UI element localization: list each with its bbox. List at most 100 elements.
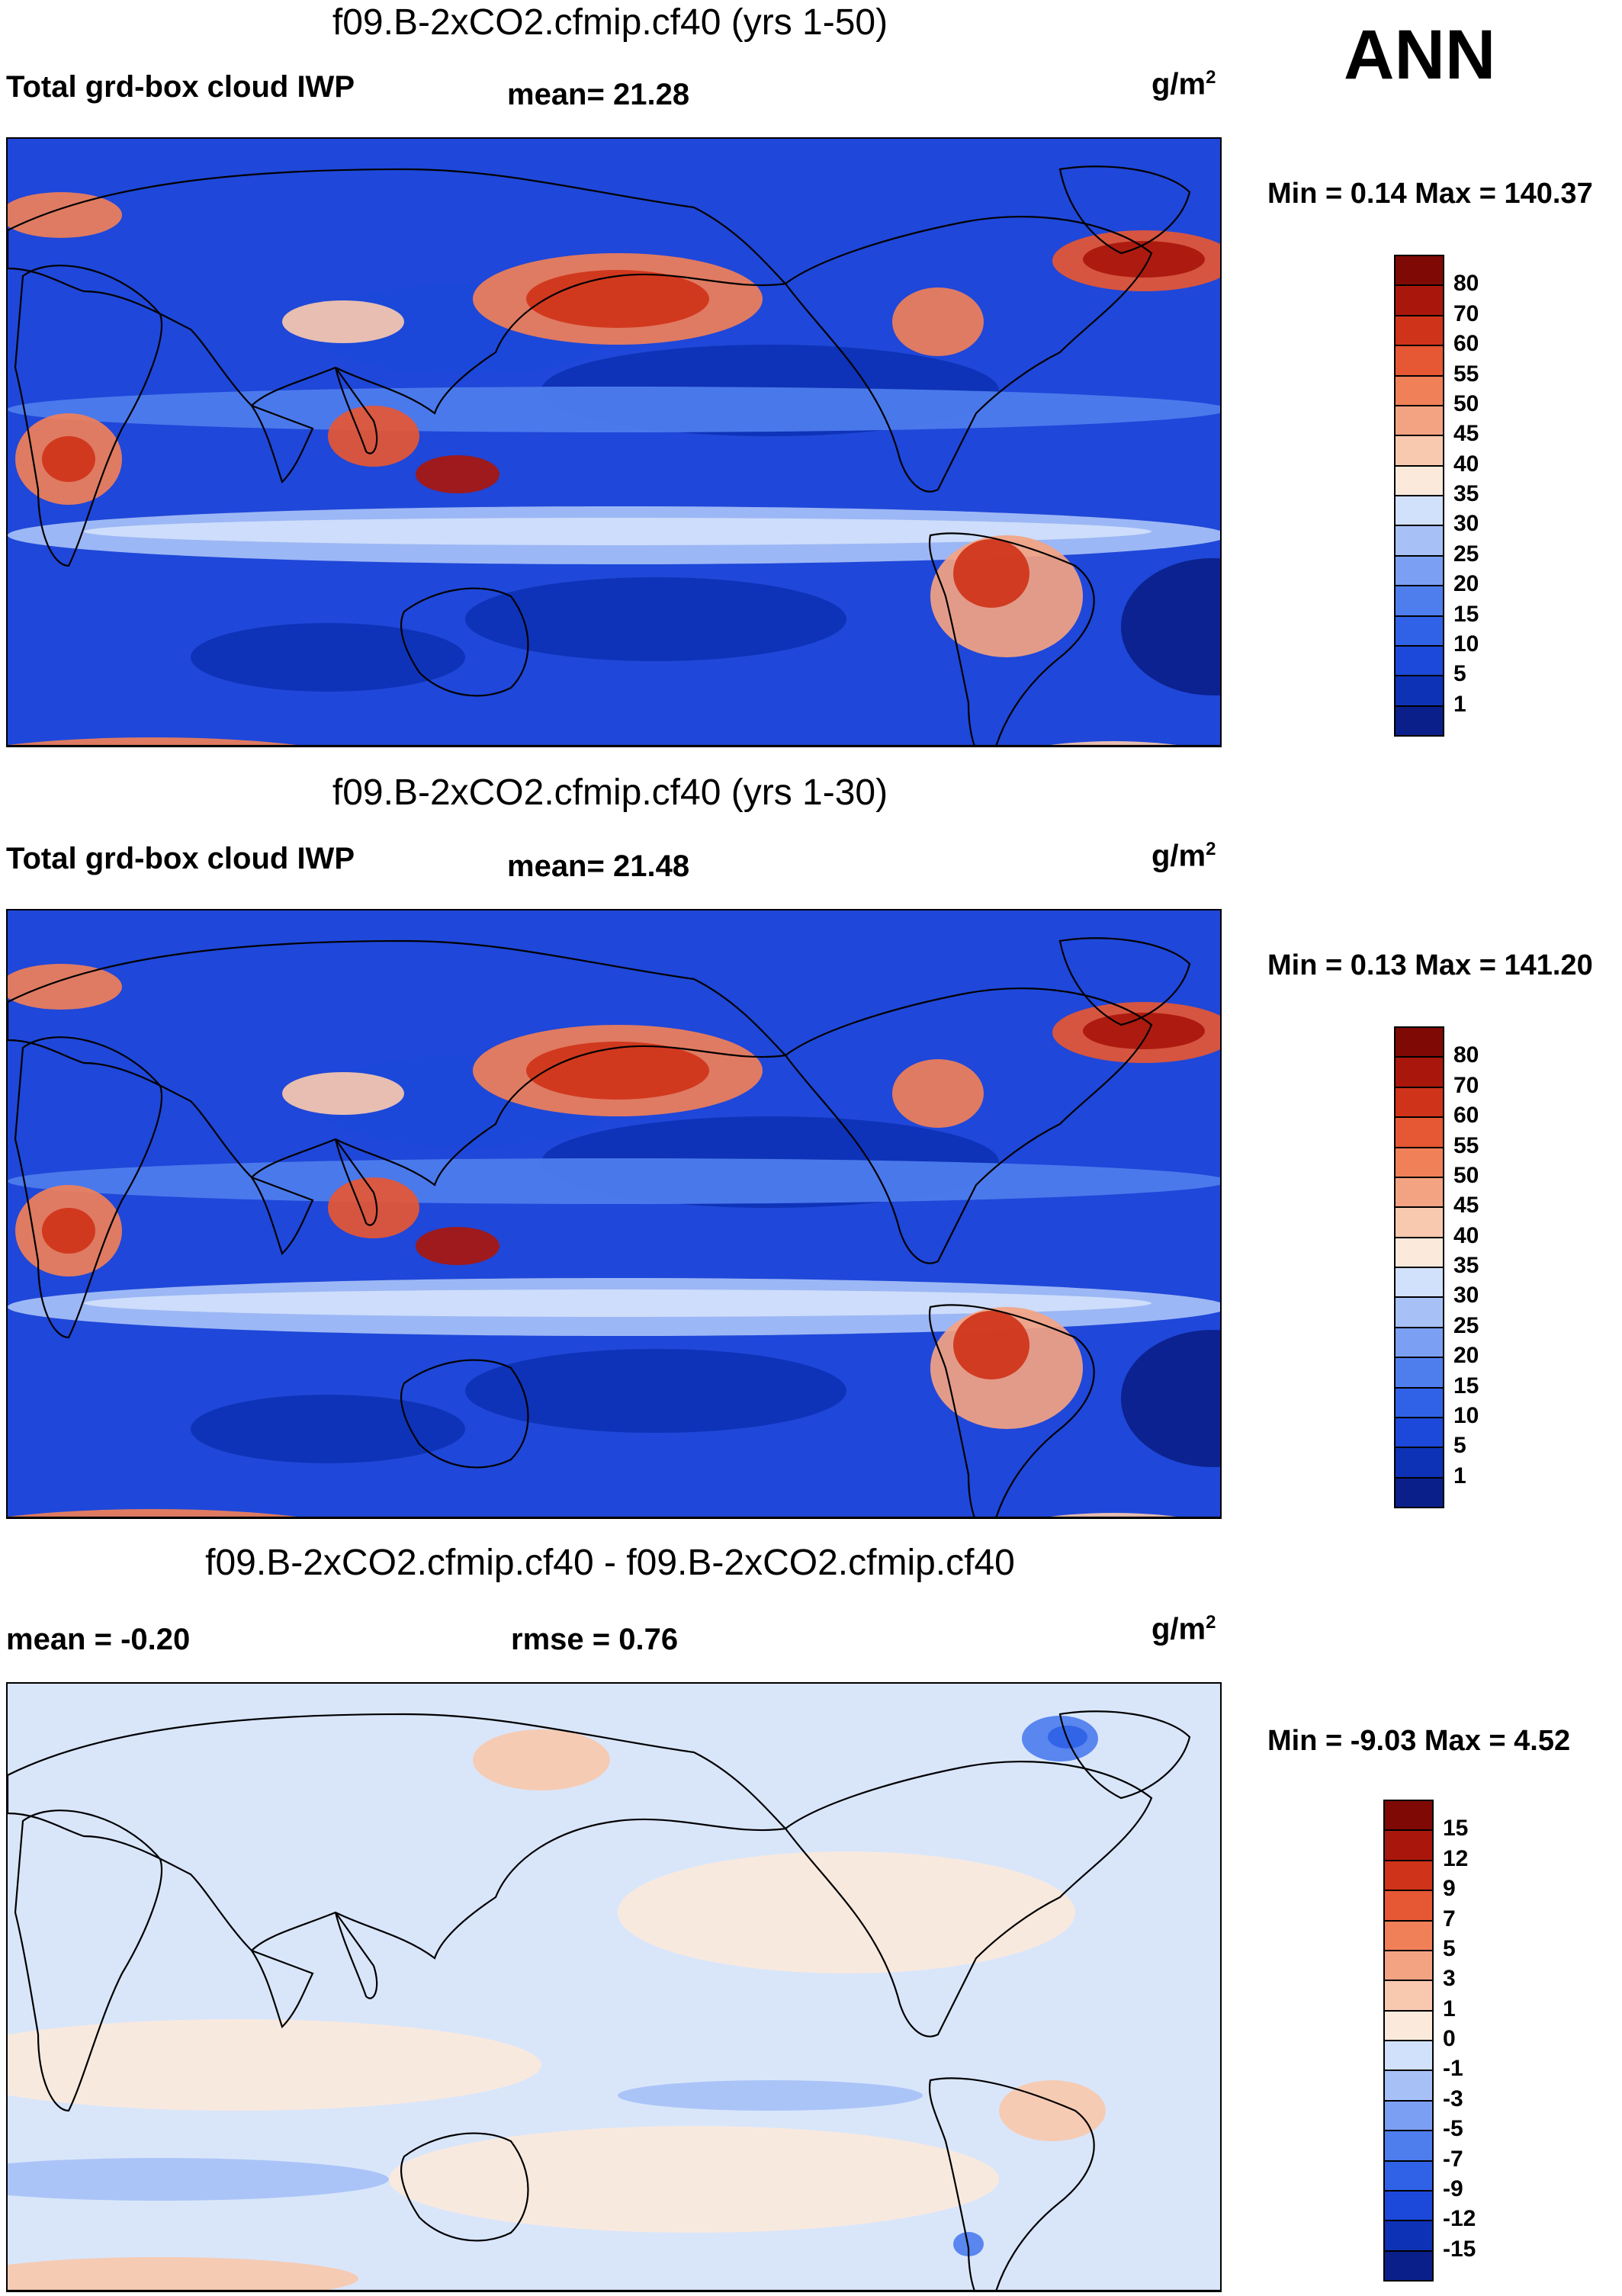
colorbar-tick-label: 40 (1453, 451, 1479, 477)
colorbar-box (1383, 1980, 1434, 2012)
colorbar-box (1394, 404, 1444, 437)
colorbar-box (1394, 1267, 1444, 1299)
panel2-title: f09.B-2xCO2.cfmip.cf40 (yrs 1-30) (332, 772, 888, 813)
field-contour (999, 2080, 1106, 2141)
field-contour (618, 2080, 923, 2111)
colorbar-box (1394, 1476, 1444, 1508)
field-contour (1121, 558, 1220, 695)
colorbar-box (1394, 1236, 1444, 1268)
panel1-units: g/m2 (1151, 67, 1216, 101)
colorbar-box (1383, 1800, 1434, 1832)
field-contour (328, 406, 419, 467)
colorbar-box (1394, 525, 1444, 557)
field-contour (8, 964, 122, 1010)
field-contour (328, 1177, 419, 1238)
field-contour (526, 1042, 709, 1100)
colorbar-box (1394, 495, 1444, 527)
panel1-variable-label: Total grd-box cloud IWP (6, 70, 355, 104)
field-contour (416, 455, 499, 493)
colorbar-tick-label: 10 (1453, 631, 1479, 657)
panel2-colorbar: 80 70 60 55 50 45 40 35 30 25 20 15 10 5 1 (1394, 1026, 1501, 1508)
colorbar-tick-label: 25 (1453, 541, 1479, 567)
coastline (14, 265, 163, 567)
colorbar-tick-label: 45 (1453, 1193, 1479, 1219)
colorbar-box (1394, 554, 1444, 587)
panel3-map (6, 1682, 1222, 2292)
field-contour (953, 539, 1029, 608)
colorbar-tick-label: 40 (1453, 1222, 1479, 1248)
colorbar-box (1383, 2040, 1434, 2072)
colorbar-box (1394, 1296, 1444, 1328)
colorbar-box (1394, 1146, 1444, 1178)
field-contour (465, 1349, 846, 1433)
colorbar-tick-label: 35 (1453, 1253, 1479, 1278)
colorbar-box (1394, 284, 1444, 316)
colorbar-box (1394, 615, 1444, 647)
field-contour (282, 1072, 404, 1115)
colorbar-tick-label: 1 (1443, 1996, 1456, 2021)
coastline (928, 1304, 1095, 1517)
panel2-minmax: Min = 0.13 Max = 141.20 (1267, 949, 1593, 981)
panel2-map (6, 909, 1222, 1519)
colorbar-box (1383, 1859, 1434, 1892)
map-field-svg (8, 165, 1220, 746)
coastline (249, 1175, 314, 1256)
colorbar-box (1394, 1026, 1444, 1058)
colorbar-box (1383, 2249, 1434, 2282)
field-contour (8, 2019, 541, 2111)
colorbar-box (1394, 705, 1444, 737)
coastline (784, 1761, 1153, 2037)
panel1-minmax: Min = 0.14 Max = 140.37 (1267, 178, 1593, 210)
colorbar-box (1383, 1829, 1434, 1861)
field-contour (1048, 1726, 1087, 1748)
coastline (14, 1810, 163, 2112)
colorbar-tick-label: -3 (1443, 2086, 1463, 2111)
colorbar-box (1394, 1116, 1444, 1148)
coastline (249, 403, 314, 484)
field-contour (416, 1227, 499, 1265)
colorbar-tick-label: 9 (1443, 1876, 1456, 1902)
field-contour (1045, 1513, 1182, 1517)
colorbar-tick-label: 35 (1453, 481, 1479, 506)
colorbar-tick-label: 20 (1453, 1343, 1479, 1369)
field-contour (191, 623, 465, 692)
colorbar-box (1394, 1447, 1444, 1479)
panel3-rmse-label: rmse = 0.76 (511, 1623, 679, 1656)
colorbar-box (1383, 2130, 1434, 2162)
colorbar-tick-label: 3 (1443, 1966, 1456, 1992)
coastline (928, 532, 1095, 746)
coastline (400, 587, 529, 697)
colorbar-box (1383, 2160, 1434, 2192)
coastline (334, 367, 378, 454)
coastline (784, 216, 1153, 493)
field-contour (8, 1509, 304, 1517)
field-contour (282, 300, 404, 343)
field-contour (618, 1851, 1075, 1973)
field-contour (465, 577, 846, 661)
colorbar-tick-label: 60 (1453, 331, 1479, 357)
coastline (400, 1359, 529, 1469)
panel1-mean-label: mean= 21.28 (507, 78, 690, 111)
coastline (8, 168, 788, 415)
colorbar-box (1394, 464, 1444, 496)
field-contour (1083, 1013, 1205, 1049)
map-field-svg (8, 1710, 1220, 2291)
colorbar-tick-label: -5 (1443, 2116, 1463, 2142)
colorbar-box (1383, 2189, 1434, 2222)
colorbar-box (1394, 255, 1444, 287)
colorbar-box (1383, 2070, 1434, 2102)
colorbar-box (1394, 1416, 1444, 1449)
field-contour (84, 518, 1151, 545)
panel3-minmax: Min = -9.03 Max = 4.52 (1267, 1725, 1571, 1757)
map-field-svg (8, 937, 1220, 1517)
colorbar-box (1394, 314, 1444, 347)
panel3-units: g/m2 (1151, 1612, 1216, 1646)
coastline (1058, 937, 1191, 1026)
panel2-mean-label: mean= 21.48 (507, 849, 690, 883)
colorbar-tick-label: 80 (1453, 1042, 1479, 1068)
field-contour (1045, 741, 1182, 746)
colorbar-tick-label: 30 (1453, 511, 1479, 537)
field-contour (1083, 241, 1205, 278)
colorbar-box (1394, 374, 1444, 406)
field-contour (8, 387, 1220, 432)
